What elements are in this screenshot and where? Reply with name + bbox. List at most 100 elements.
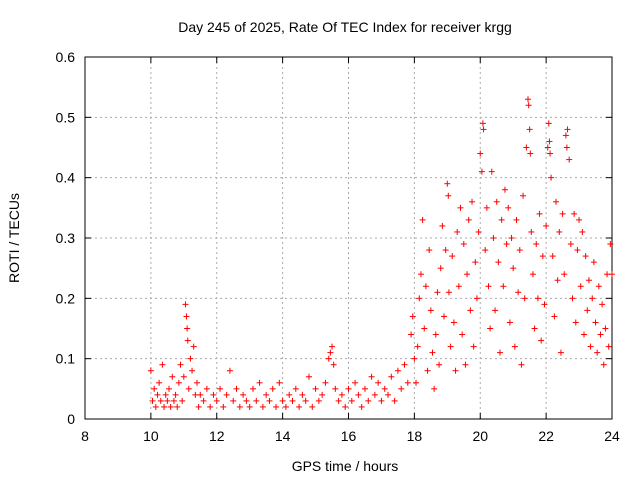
data-point: [426, 247, 433, 254]
data-point: [342, 403, 349, 410]
data-point: [592, 319, 599, 326]
x-tick-label: 24: [604, 428, 620, 444]
data-point: [151, 385, 158, 392]
data-point: [210, 391, 217, 398]
data-point: [263, 391, 270, 398]
data-point: [549, 253, 556, 260]
data-point: [482, 247, 489, 254]
data-point: [498, 216, 505, 223]
data-point: [464, 271, 471, 278]
data-point: [589, 295, 596, 302]
data-point: [233, 385, 240, 392]
data-point: [169, 373, 176, 380]
data-point: [455, 283, 462, 290]
data-point: [577, 283, 584, 290]
data-point: [445, 289, 452, 296]
data-point: [394, 367, 401, 374]
data-point: [398, 385, 405, 392]
data-point: [345, 385, 352, 392]
data-point: [226, 367, 233, 374]
data-point: [445, 192, 452, 199]
data-point: [177, 361, 184, 368]
data-point: [159, 361, 166, 368]
data-point: [533, 241, 540, 248]
x-tick-label: 14: [275, 428, 291, 444]
data-point: [335, 397, 342, 404]
x-tick-label: 8: [81, 428, 89, 444]
data-point: [422, 283, 429, 290]
data-point: [508, 235, 515, 241]
data-point: [574, 247, 581, 254]
x-tick-labels: 8 10 12 14 16 18 20 22 24: [81, 428, 620, 444]
data-point: [253, 397, 260, 404]
data-point: [602, 325, 609, 332]
data-point: [454, 228, 461, 235]
data-point: [547, 150, 554, 157]
data-point: [427, 307, 434, 314]
data-point: [546, 138, 553, 145]
data-point: [179, 397, 186, 404]
data-point: [385, 391, 392, 398]
data-point: [515, 289, 522, 296]
data-point: [450, 319, 457, 326]
data-point: [302, 397, 309, 404]
data-point: [447, 343, 454, 350]
data-point: [286, 391, 293, 398]
data-point: [184, 325, 191, 332]
data-point: [193, 379, 200, 386]
data-point: [434, 289, 441, 296]
data-point: [562, 132, 569, 139]
axis-ticks: [84, 56, 613, 420]
data-point: [187, 355, 194, 362]
data-point: [501, 186, 508, 193]
data-point: [452, 367, 459, 374]
data-point: [223, 391, 230, 398]
data-point: [180, 373, 187, 380]
data-point: [424, 367, 431, 374]
data-point: [490, 235, 497, 241]
data-point: [375, 379, 382, 386]
data-point: [585, 277, 592, 284]
data-point: [465, 216, 472, 223]
data-point: [421, 325, 428, 332]
y-tick-label: 0: [67, 411, 75, 427]
data-point: [477, 150, 484, 157]
data-point: [469, 198, 476, 205]
y-tick-label: 0.5: [56, 109, 76, 125]
data-point: [266, 397, 273, 404]
data-point: [545, 120, 552, 127]
data-point: [371, 391, 378, 398]
x-tick-label: 22: [538, 428, 554, 444]
data-point: [485, 283, 492, 290]
data-point: [582, 253, 589, 260]
data-point: [417, 271, 424, 278]
data-point: [523, 144, 530, 151]
data-point: [190, 343, 197, 350]
data-point: [413, 379, 420, 386]
data-point: [579, 228, 586, 235]
data-point: [510, 265, 517, 272]
data-point: [493, 198, 500, 205]
data-point: [329, 343, 336, 350]
data-point: [330, 361, 337, 368]
data-point: [529, 271, 536, 278]
data-point: [240, 391, 247, 398]
data-point: [513, 216, 520, 223]
data-point: [259, 403, 266, 410]
data-point: [327, 349, 334, 356]
data-point: [467, 307, 474, 314]
data-point: [319, 391, 326, 398]
data-point: [609, 271, 615, 278]
data-point: [480, 126, 487, 133]
data-point: [516, 247, 523, 254]
data-point: [475, 228, 482, 235]
data-point: [442, 247, 449, 254]
data-point: [348, 397, 355, 404]
data-point: [175, 379, 182, 386]
data-point: [437, 265, 444, 272]
data-point: [292, 385, 299, 392]
data-point: [554, 277, 561, 284]
data-point: [338, 391, 345, 398]
data-point: [195, 403, 202, 410]
